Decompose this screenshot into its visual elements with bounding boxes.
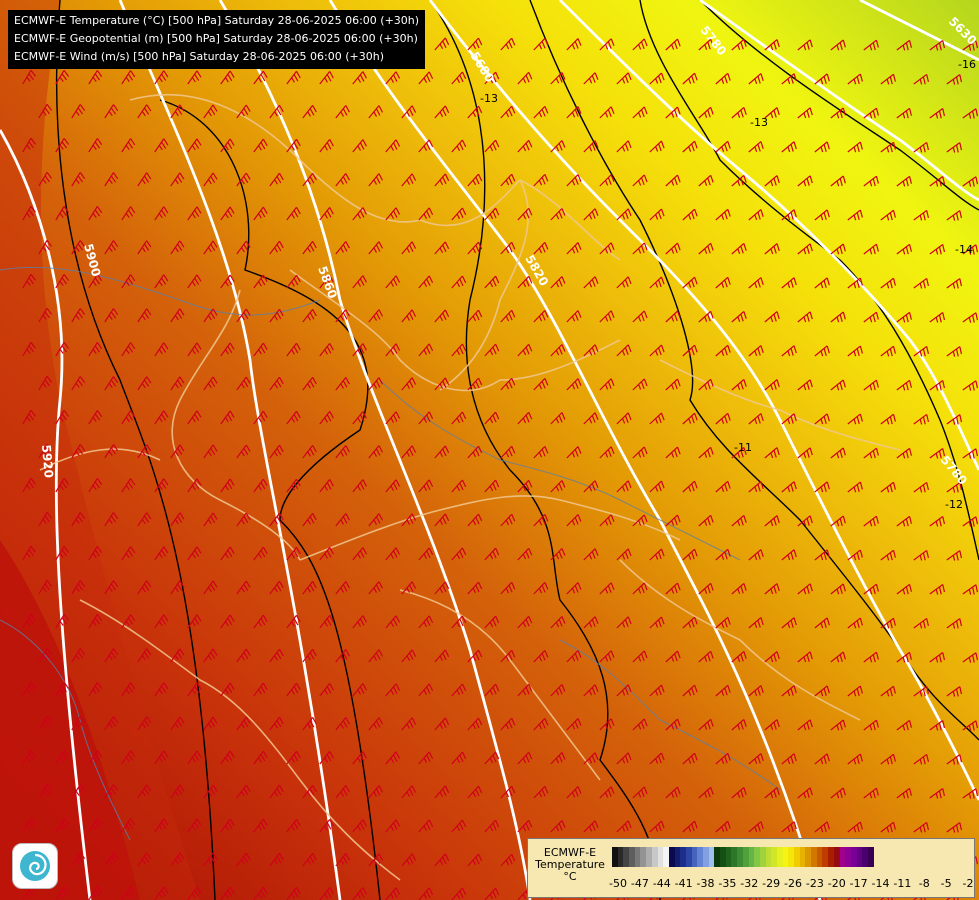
title-geopotential: ECMWF-E Geopotential (m) [500 hPa] Satur… xyxy=(14,32,418,45)
legend-swatch xyxy=(759,847,766,867)
legend-swatch xyxy=(754,847,760,867)
map-title-box: ECMWF-E Temperature (°C) [500 hPa] Satur… xyxy=(8,10,426,69)
legend-swatch xyxy=(685,847,692,867)
legend-swatch xyxy=(771,847,777,867)
legend-label-line3: °C xyxy=(563,870,577,883)
legend-tick-label: -26 xyxy=(784,877,802,890)
legend-tick-label: -38 xyxy=(696,877,715,890)
legend-swatch xyxy=(845,847,851,867)
legend-tick-label: -29 xyxy=(762,877,781,890)
legend-swatch xyxy=(776,847,783,867)
legend-tick-label: -50 xyxy=(609,877,627,890)
legend-tick-label: -35 xyxy=(718,877,737,890)
legend-swatch xyxy=(691,847,698,867)
legend-swatch xyxy=(867,847,874,867)
legend-swatch xyxy=(765,847,772,867)
legend-swatch xyxy=(850,847,857,867)
legend-swatch xyxy=(799,847,806,867)
legend-swatch xyxy=(725,847,732,867)
legend-label: ECMWF-E Temperature °C xyxy=(532,847,608,883)
legend-color-bar xyxy=(612,847,874,867)
legend-swatch xyxy=(651,847,658,867)
isotherm-label-6: -14 xyxy=(955,243,973,256)
contour-label-5920: 5920 xyxy=(39,444,56,478)
legend-swatch xyxy=(811,847,817,867)
legend-tick-label: -41 xyxy=(674,877,693,890)
legend-swatch xyxy=(748,847,755,867)
legend-swatch xyxy=(617,847,624,867)
legend-tick-label: -47 xyxy=(630,877,649,890)
legend-tick-label: -44 xyxy=(652,877,671,890)
isotherm-label-4: -12 xyxy=(945,498,963,511)
legend-swatch xyxy=(856,847,863,867)
legend-swatch xyxy=(708,847,715,867)
legend-swatch xyxy=(839,847,846,867)
legend-swatch xyxy=(788,847,794,867)
legend-tick-label: -8 xyxy=(918,877,930,890)
legend-tick-label: -2 xyxy=(962,877,974,890)
legend-tick-label: -17 xyxy=(849,877,868,890)
legend-tick-label: -11 xyxy=(893,877,912,890)
ecmwf-spiral-icon[interactable] xyxy=(12,843,58,889)
legend-swatch xyxy=(816,847,823,867)
legend-tick-label: -5 xyxy=(940,877,952,890)
legend-tick-label: -23 xyxy=(805,877,824,890)
legend-swatch xyxy=(663,847,669,867)
color-legend: ECMWF-E Temperature °C -50 -47 -44 -41 -38 -3… xyxy=(527,838,975,898)
legend-swatch xyxy=(612,847,618,867)
title-temperature: ECMWF-E Temperature (°C) [500 hPa] Satur… xyxy=(14,14,420,27)
warm-region-west xyxy=(0,0,200,900)
legend-swatch xyxy=(805,847,812,867)
legend-label-line1: ECMWF-E xyxy=(543,846,597,859)
legend-swatch xyxy=(737,847,743,867)
legend-swatch xyxy=(640,847,647,867)
country-borders xyxy=(39,93,901,881)
isotherm-label-5: -16 xyxy=(958,58,976,71)
legend-swatch xyxy=(703,847,709,867)
legend-swatch xyxy=(742,847,749,867)
isotherm-label-2: -13 xyxy=(750,116,768,129)
legend-swatch xyxy=(697,847,703,867)
legend-tick-label: -32 xyxy=(740,877,759,890)
legend-swatch xyxy=(862,847,868,867)
legend-swatch xyxy=(822,847,829,867)
isotherm-label-1: -13 xyxy=(480,92,498,105)
legend-label-line2: Temperature xyxy=(535,858,605,871)
title-wind: ECMWF-E Wind (m/s) [500 hPa] Saturday 28… xyxy=(14,50,384,63)
legend-swatch xyxy=(634,847,641,867)
legend-swatch xyxy=(782,847,789,867)
legend-swatch xyxy=(731,847,738,867)
legend-swatch xyxy=(720,847,726,867)
legend-swatch xyxy=(680,847,686,867)
legend-swatch xyxy=(714,847,721,867)
legend-swatch xyxy=(828,847,834,867)
legend-swatch xyxy=(674,847,681,867)
legend-swatch xyxy=(646,847,652,867)
legend-ticks: -50 -47 -44 -41 -38 -35 -32 -29 -26 -23 -20 -17 -14-… xyxy=(608,877,973,891)
legend-swatch xyxy=(794,847,800,867)
legend-tick-label: -20 xyxy=(827,877,846,890)
legend-swatch xyxy=(629,847,635,867)
legend-tick-label: -14 xyxy=(871,877,890,890)
legend-swatch xyxy=(623,847,630,867)
isotherm-label-3: -11 xyxy=(734,441,752,454)
legend-swatch xyxy=(833,847,840,867)
legend-swatch xyxy=(657,847,664,867)
legend-swatch xyxy=(668,847,675,867)
rivers xyxy=(0,266,781,841)
